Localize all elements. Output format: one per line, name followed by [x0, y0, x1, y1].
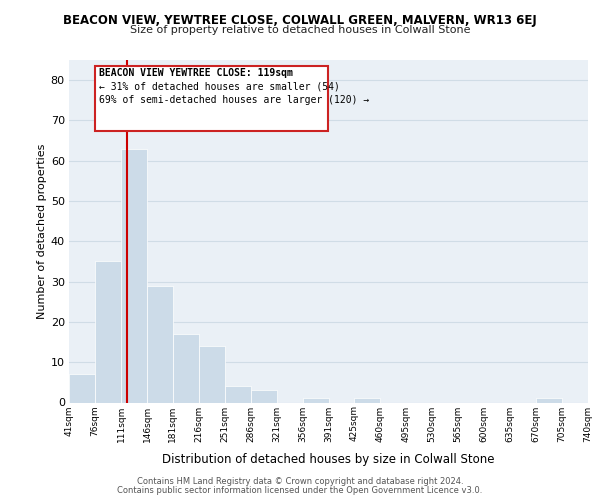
- Bar: [69, 374, 95, 402]
- Bar: [303, 398, 329, 402]
- Bar: [536, 398, 562, 402]
- Text: Contains public sector information licensed under the Open Government Licence v3: Contains public sector information licen…: [118, 486, 482, 495]
- FancyBboxPatch shape: [95, 66, 328, 130]
- Bar: [147, 286, 173, 403]
- Text: ← 31% of detached houses are smaller (54): ← 31% of detached houses are smaller (54…: [99, 82, 340, 92]
- Bar: [354, 398, 380, 402]
- Bar: [173, 334, 199, 402]
- Y-axis label: Number of detached properties: Number of detached properties: [37, 144, 47, 319]
- Text: BEACON VIEW, YEWTREE CLOSE, COLWALL GREEN, MALVERN, WR13 6EJ: BEACON VIEW, YEWTREE CLOSE, COLWALL GREE…: [63, 14, 537, 27]
- Bar: [225, 386, 251, 402]
- Text: Size of property relative to detached houses in Colwall Stone: Size of property relative to detached ho…: [130, 25, 470, 35]
- Bar: [121, 148, 147, 402]
- Bar: [199, 346, 225, 403]
- Bar: [95, 262, 121, 402]
- X-axis label: Distribution of detached houses by size in Colwall Stone: Distribution of detached houses by size …: [162, 453, 495, 466]
- Text: Contains HM Land Registry data © Crown copyright and database right 2024.: Contains HM Land Registry data © Crown c…: [137, 477, 463, 486]
- Bar: [251, 390, 277, 402]
- Text: 69% of semi-detached houses are larger (120) →: 69% of semi-detached houses are larger (…: [99, 95, 370, 105]
- Text: BEACON VIEW YEWTREE CLOSE: 119sqm: BEACON VIEW YEWTREE CLOSE: 119sqm: [99, 68, 293, 78]
